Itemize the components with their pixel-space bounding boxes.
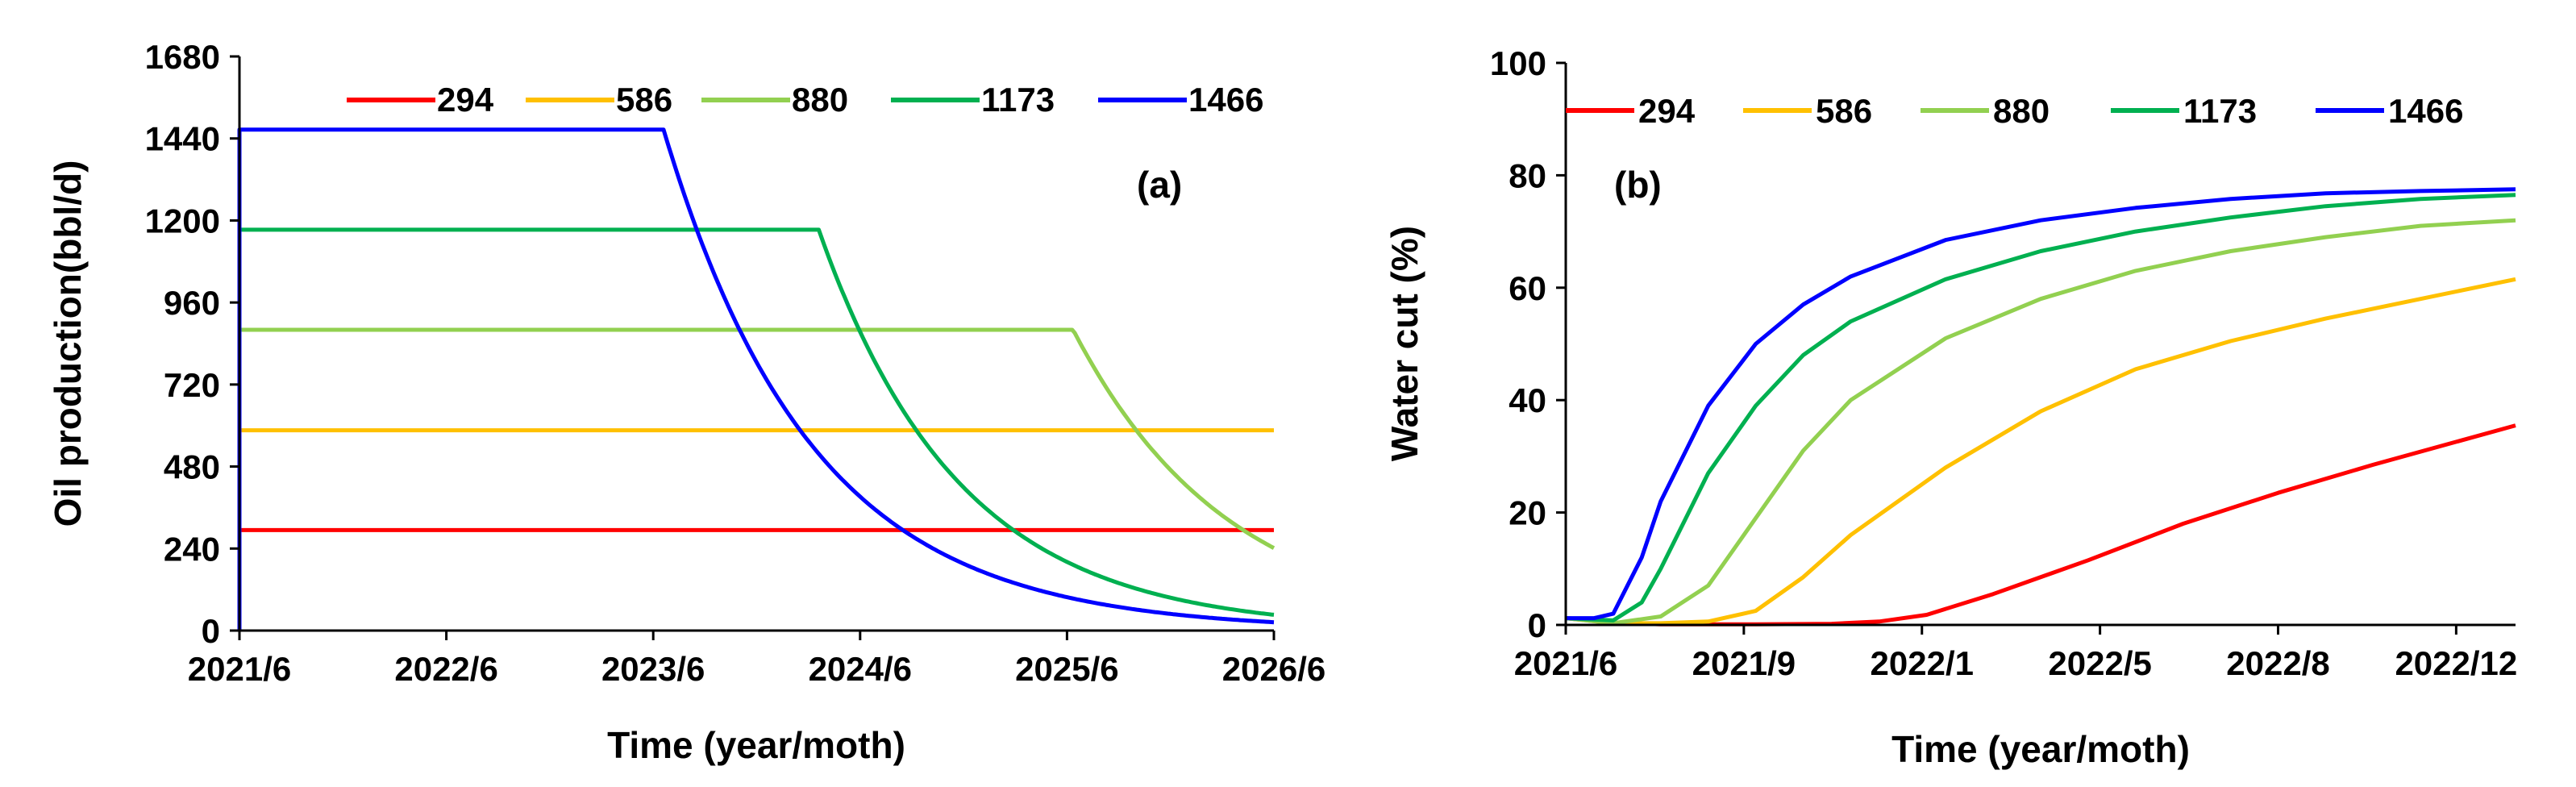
- y-tick-label: 80: [1509, 156, 1546, 194]
- series-line-294: [1565, 423, 2516, 627]
- series-line-1173: [1565, 193, 2516, 623]
- x-tick-label: 2022/6: [394, 650, 497, 688]
- y-tick-label: 40: [1509, 381, 1546, 419]
- x-tick-label: 2021/6: [1514, 644, 1617, 682]
- panel-b-y-axis-title: Water cut (%): [1384, 226, 1425, 461]
- panel-a-series-group: [237, 127, 1276, 631]
- legend-label-1173: 1173: [981, 81, 1055, 119]
- legend-label-1466: 1466: [1188, 81, 1263, 119]
- y-tick-label: 0: [202, 612, 220, 650]
- y-tick-label: 20: [1509, 494, 1546, 532]
- y-tick-label: 0: [1528, 606, 1546, 644]
- x-tick-label: 2021/9: [1692, 644, 1796, 682]
- series-line-1466: [1566, 187, 2516, 621]
- x-tick-label: 2022/8: [2226, 644, 2329, 682]
- panel-a-label: (a): [1137, 164, 1182, 206]
- legend-label-294: 294: [1638, 92, 1696, 130]
- x-tick-label: 2022/1: [1871, 644, 1974, 682]
- panel-b-series-group: [1565, 187, 2516, 627]
- legend-label-586: 586: [616, 81, 672, 119]
- legend-label-586: 586: [1816, 92, 1872, 130]
- panel-a-legend: 294 586 880 1173 1466: [347, 81, 1263, 119]
- chart-panel-b: 0 20 40 60 80 100 2021/6 2021/9 2022/1 2022/5 202…: [1384, 44, 2517, 770]
- legend-label-880: 880: [792, 81, 848, 119]
- y-tick-label: 720: [164, 366, 220, 404]
- y-tick-label: 960: [164, 284, 220, 322]
- series-line-294: [237, 527, 1274, 631]
- y-tick-label: 240: [164, 530, 220, 568]
- panel-b-x-axis-title: Time (year/moth): [1891, 728, 2190, 770]
- y-tick-label: 1440: [145, 120, 220, 158]
- y-tick-label: 480: [164, 448, 220, 486]
- legend-label-294: 294: [437, 81, 494, 119]
- x-tick-label: 2022/12: [2395, 644, 2517, 682]
- panel-a-x-axis-title: Time (year/moth): [607, 724, 905, 766]
- chart-panel-a: 0 240 480 720 960 1200 1440 1680 2021/6 2022/6 20…: [47, 38, 1325, 766]
- series-line-880: [237, 327, 1276, 631]
- legend-label-1173: 1173: [2183, 92, 2257, 130]
- panel-b-label: (b): [1614, 164, 1662, 206]
- legend-label-1466: 1466: [2388, 92, 2463, 130]
- y-tick-label: 60: [1509, 269, 1546, 307]
- y-tick-label: 100: [1490, 44, 1546, 82]
- x-tick-label: 2026/6: [1222, 650, 1325, 688]
- x-tick-label: 2022/5: [2048, 644, 2151, 682]
- series-line-586: [1565, 277, 2516, 626]
- panel-b-legend: 294 586 880 1173 1466: [1566, 92, 2463, 130]
- panel-a-y-axis-title: Oil production(bbl/d): [47, 160, 89, 527]
- y-tick-label: 1200: [145, 202, 220, 239]
- x-tick-label: 2021/6: [188, 650, 291, 688]
- series-line-586: [237, 428, 1274, 631]
- series-line-1173: [237, 227, 1275, 631]
- x-tick-label: 2024/6: [809, 650, 912, 688]
- legend-label-880: 880: [1993, 92, 2050, 130]
- series-line-1466: [237, 127, 1275, 631]
- x-tick-label: 2023/6: [601, 650, 705, 688]
- series-line-880: [1565, 218, 2516, 626]
- x-tick-label: 2025/6: [1015, 650, 1118, 688]
- y-tick-label: 1680: [145, 38, 220, 76]
